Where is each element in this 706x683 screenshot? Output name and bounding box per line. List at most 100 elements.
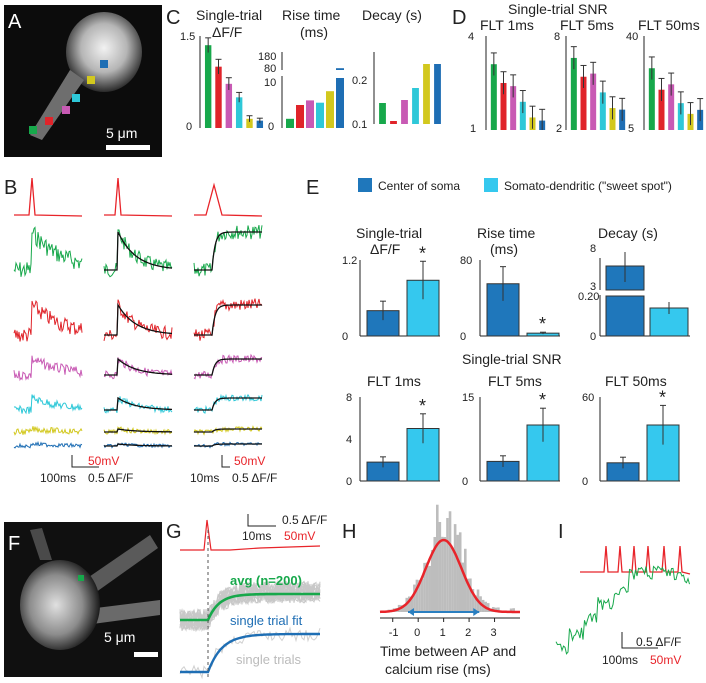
E-rise-star: * [539,314,546,334]
E-5ms-star: * [539,390,546,410]
roi-green [29,126,37,134]
e-decay-ytick-2: 3 [590,281,596,293]
E-5ms-group: 0 15 * [462,390,560,488]
g-single-trial-12 [179,579,321,627]
i-scale-t: 100ms [602,653,638,667]
g-trials-label: single trials [236,652,302,667]
panel-label-e: E [306,177,319,199]
e-title-50ms: FLT 50ms [605,373,667,389]
h-bin [474,595,477,612]
dendrite-f3 [30,528,52,560]
d-title-50ms: FLT 50ms [638,17,700,33]
E-1ms-ytick-2: 8 [346,392,352,404]
g-scalebar [247,514,276,527]
E-1ms-star: * [419,396,426,416]
c-dff-ytick-0: 0 [186,121,192,133]
E-rise-ytick-1: 80 [460,255,472,267]
D-1ms-bar-0 [490,64,497,130]
h-bin [436,504,439,612]
e-snr-title: Single-trial SNR [462,351,562,367]
c-decay-chart: 0.1 0.2 [352,52,441,131]
e-title-5ms: FLT 5ms [488,373,542,389]
panel-label-f: F [8,533,20,555]
E-50ms-ytick-1: 60 [582,392,594,404]
c-title-rise-unit: (ms) [300,24,328,40]
C-decay-bar-2 [401,100,408,124]
b-trace-r3-c0 [13,394,83,415]
g-fit-trace [180,632,320,674]
b-trace-r1-c0 [13,300,83,342]
h-bin [461,562,465,612]
D-50ms-bar-0 [648,68,655,130]
E-rise-ytick-0: 0 [460,331,466,343]
e-title-1ms: FLT 1ms [367,373,421,389]
E-5ms-ytick-1: 15 [462,392,474,404]
D-1ms-ytick-0: 1 [470,123,476,135]
scale-bar-a [106,145,150,150]
E-1ms-group: 0 4 8 * [346,392,440,488]
E-dff-star: * [419,243,426,263]
h-bin [428,565,431,612]
g-single-trace [179,626,321,680]
b-fit-r1-c1 [104,302,173,336]
c-title-decay: Decay (s) [362,7,422,23]
b-trace-r2-c2 [193,353,263,380]
i-calcium-trace [555,565,690,655]
e-charts: 0 1.2 * 0 80 * 0 4 8 * 0 15 * 0 60 * 0 0.203 8 [342,243,690,488]
scale-label-a: 5 μm [106,125,137,141]
E-5ms-ytick-0: 0 [462,476,468,488]
h-bin [443,537,447,612]
C-dff-bar-3 [235,97,243,128]
h-bin [453,524,457,612]
i-ap-trace [580,545,691,575]
b-scale-f-right: 0.5 ΔF/F [232,471,277,485]
b-trace-r4-c0 [13,425,83,436]
E-dff-ytick-0: 0 [342,331,348,343]
c-dff-chart: 01.5 [180,31,264,133]
D-50ms-bar-3 [677,103,684,130]
D-50ms-bar-2 [668,84,675,130]
b-trace-r2-c0 [13,355,83,382]
b-scale-f-left: 0.5 ΔF/F [88,471,133,485]
b-fit-r5-c1 [104,443,172,447]
h-histogram: -1 0 1 2 3 [379,504,520,639]
e-decay-ytick-0: 0 [590,331,596,343]
d-1ms-chart: 14 [468,31,546,135]
C-dff-bar-2 [225,83,233,128]
D-5ms-ytick-1: 8 [554,31,560,43]
b-scalebar-left [71,455,99,468]
b-ap-trace-0 [14,177,83,217]
h-bin [420,579,424,612]
roi-cyan [72,94,80,102]
panel-d: D Single-trial SNR FLT 1ms FLT 5ms FLT 5… [452,1,704,135]
h-bin [410,597,414,612]
dendrite-a [30,70,84,140]
c-rise-bar-2 [306,100,314,128]
c-title-dff: Single-trial [196,7,262,23]
i-traces [555,545,691,655]
g-avg-label: avg (n=200) [230,573,302,588]
C-decay-bar-3 [412,88,419,124]
h-bin [402,604,406,612]
g-avg-trace [180,592,320,622]
b-fit-r5-c2 [194,443,262,447]
C-dff-bar-5 [256,120,264,128]
g-scale-t: 10ms [242,529,271,543]
panel-b: B 50mV 100ms 0.5 ΔF/F 50mV 10ms 0.5 ΔF/F [4,177,277,485]
E-1ms-ytick-0: 0 [346,476,352,488]
panel-g: G 0.5 ΔF/F 10ms 50mV avg (n=200) single … [166,513,327,680]
b-scalebar-right [221,455,230,468]
g-scale-v: 50mV [284,529,315,543]
i-scale-f: 0.5 ΔF/F [636,635,681,649]
C-decay-bar-5 [434,64,441,124]
h-xtick-0: -1 [389,627,399,639]
c-rise-ytick-0: 0 [268,121,274,133]
b-trace-r5-c0 [13,440,83,449]
D-5ms-ytick-0: 2 [556,123,562,135]
panel-label-b: B [4,177,17,199]
b-fit-r2-c2 [194,358,262,376]
E-dff-group: 0 1.2 * [342,243,440,343]
E-rise-group: 0 80 * [460,255,560,343]
h-bin [469,578,472,612]
